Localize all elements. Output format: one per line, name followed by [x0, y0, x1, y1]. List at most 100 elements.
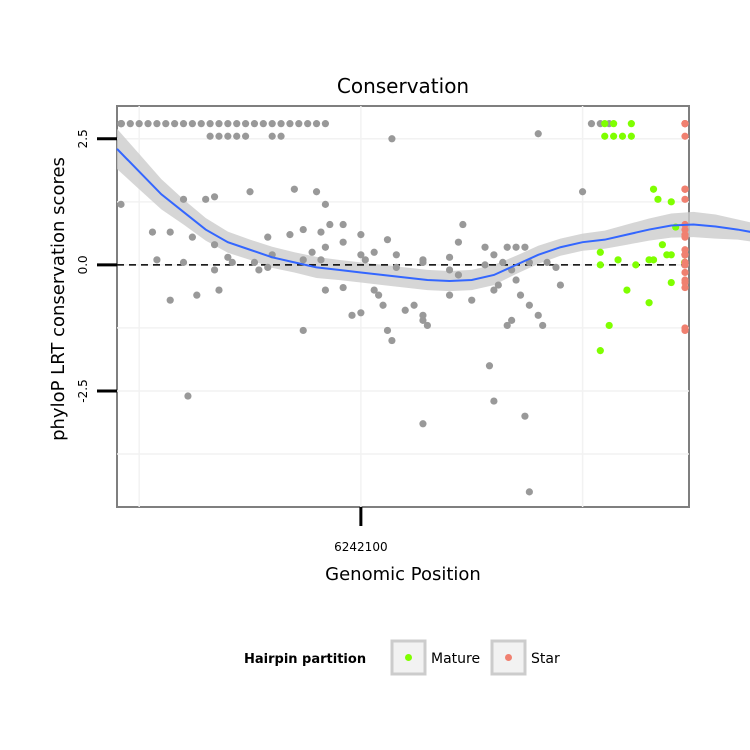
data-point-mature [654, 195, 662, 203]
data-point-other [179, 258, 188, 266]
data-point-mature [610, 120, 618, 128]
data-point-mature [667, 278, 675, 287]
data-point-other [179, 120, 188, 128]
data-point-other [255, 266, 263, 274]
data-point-mature [596, 248, 604, 256]
data-point-mature [623, 286, 631, 294]
data-point-other [419, 316, 427, 324]
axes-layer: 2.50.0-2.562421006242000 [76, 129, 388, 554]
data-point-other [468, 296, 476, 304]
x-axis-title: Genomic Position [325, 564, 481, 585]
data-point-mature [627, 120, 635, 128]
chart-title: Conservation [337, 74, 469, 98]
data-point-other [224, 120, 232, 128]
data-point-other [539, 321, 547, 330]
data-point-other [348, 311, 356, 319]
legend-title: Hairpin partition [244, 652, 366, 667]
data-point-other [179, 195, 188, 203]
data-point-other [445, 253, 454, 261]
data-point-other [525, 301, 533, 309]
data-point-other [304, 120, 312, 128]
legend-label-star: Star [531, 651, 560, 667]
data-point-other [494, 281, 502, 289]
data-point-other [454, 238, 463, 246]
data-point-other [206, 132, 214, 140]
data-point-other [148, 228, 157, 236]
data-point-other [534, 130, 542, 138]
data-point-other [339, 220, 347, 229]
data-point-other [188, 233, 196, 241]
data-point-other [383, 326, 392, 335]
data-point-other [308, 248, 316, 256]
data-point-other [445, 291, 454, 299]
data-point-other [210, 193, 219, 201]
data-point-other [264, 233, 272, 241]
legend-key-star [490, 639, 527, 676]
data-point-other [445, 266, 454, 274]
confidence-band-layer [117, 128, 750, 292]
data-point-other [277, 132, 285, 140]
data-point-other [117, 120, 126, 128]
data-point-star [681, 225, 689, 234]
data-point-star [681, 246, 689, 254]
data-point-other [534, 311, 542, 319]
data-point-other [383, 236, 392, 244]
data-point-other [490, 286, 498, 294]
plot-panel [116, 105, 690, 508]
data-point-other [459, 220, 467, 229]
data-point-star [681, 233, 689, 241]
data-point-other [166, 296, 174, 304]
data-point-other [184, 392, 192, 400]
data-point-other [503, 243, 511, 251]
data-point-other [206, 120, 214, 128]
data-point-other [392, 263, 400, 272]
data-point-other [215, 132, 223, 140]
data-point-other [578, 188, 587, 196]
data-point-star [681, 185, 689, 193]
data-point-other [326, 220, 334, 229]
data-point-mature [605, 321, 613, 330]
data-point-mature [596, 347, 604, 355]
data-point-other [552, 263, 560, 272]
data-point-other [490, 251, 498, 259]
data-point-other [233, 132, 241, 140]
data-point-star [681, 326, 689, 335]
data-point-other [481, 261, 489, 269]
data-point-other [268, 120, 276, 128]
data-point-other [543, 258, 551, 266]
data-point-other [153, 256, 161, 264]
data-point-other [357, 231, 365, 239]
data-point-other [286, 231, 294, 239]
data-point-other [339, 283, 347, 292]
data-point-mature [601, 132, 609, 140]
data-point-other [197, 120, 205, 128]
data-point-other [299, 225, 307, 234]
x-tick-label: 6242100 [334, 540, 387, 554]
data-point-other [246, 188, 254, 196]
data-point-mature [614, 256, 622, 264]
data-point-other [499, 258, 507, 266]
data-point-mature [601, 120, 609, 128]
data-point-other [215, 120, 223, 128]
data-point-other [126, 120, 134, 128]
data-point-other [290, 185, 298, 193]
data-point-other [317, 256, 325, 264]
data-point-mature [596, 261, 604, 269]
data-point-other [388, 336, 396, 345]
data-point-other [388, 135, 396, 143]
data-point-star [681, 132, 689, 140]
confidence-band [117, 128, 750, 292]
y-tick-label: 0.0 [76, 255, 90, 274]
data-point-other [321, 243, 330, 251]
data-point-mature [667, 251, 675, 259]
data-point-other [135, 120, 143, 128]
data-point-other [481, 243, 489, 251]
data-point-other [241, 132, 250, 140]
data-point-other [556, 281, 565, 289]
data-point-other [299, 326, 307, 335]
data-point-other [503, 321, 511, 330]
data-point-other [419, 311, 427, 319]
data-point-other [370, 286, 378, 294]
data-point-other [454, 271, 463, 279]
data-point-mature [667, 198, 675, 206]
